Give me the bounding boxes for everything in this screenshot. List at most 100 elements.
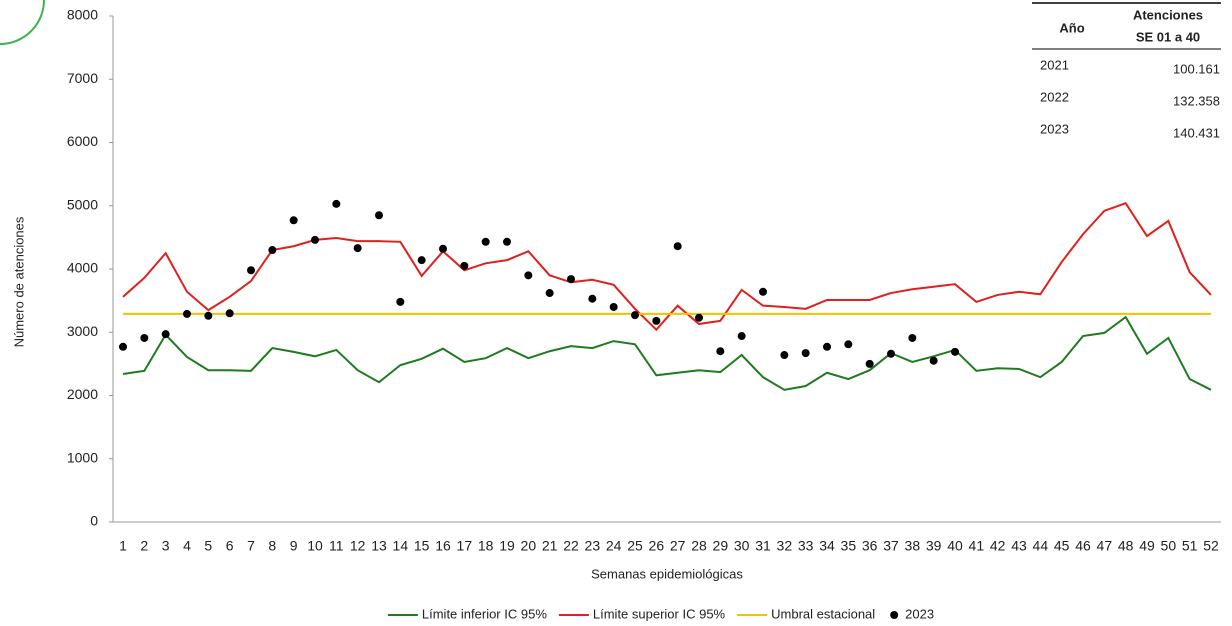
data-point <box>439 244 447 253</box>
y-axis-title: Número de atenciones <box>11 216 26 347</box>
x-tick-label: 12 <box>350 538 366 554</box>
legend-label: 2023 <box>905 606 934 621</box>
data-point <box>823 342 831 351</box>
data-point <box>716 347 725 356</box>
y-tick-label: 2000 <box>67 386 98 402</box>
x-tick-label: 1 <box>119 538 127 554</box>
data-point <box>460 261 469 270</box>
x-tick-label: 42 <box>990 538 1006 554</box>
x-tick-label: 30 <box>734 538 750 554</box>
data-point <box>396 297 405 306</box>
x-tick-label: 31 <box>755 538 771 554</box>
data-point <box>887 349 895 358</box>
x-tick-label: 7 <box>247 538 255 554</box>
x-tick-label: 38 <box>905 538 921 554</box>
x-tick-label: 32 <box>777 538 793 554</box>
x-tick-label: 22 <box>563 538 579 554</box>
table-cell: 2022 <box>1040 89 1069 104</box>
x-tick-label: 2 <box>140 538 148 554</box>
data-point <box>951 347 959 356</box>
x-tick-label: 11 <box>329 538 344 554</box>
y-tick-label: 5000 <box>67 196 98 212</box>
x-tick-label: 24 <box>606 538 622 554</box>
x-tick-label: 21 <box>542 538 558 554</box>
data-point <box>801 349 810 358</box>
data-point <box>631 311 639 320</box>
table-cell: 132.358 <box>1173 93 1220 108</box>
table-header: Atenciones <box>1133 7 1203 22</box>
data-point <box>609 302 618 311</box>
data-point <box>311 235 319 244</box>
data-point <box>481 237 490 246</box>
x-tick-label: 19 <box>499 538 515 554</box>
x-tick-label: 10 <box>307 538 323 554</box>
data-point <box>929 356 938 365</box>
x-tick-label: 29 <box>713 538 729 554</box>
y-tick-label: 8000 <box>67 7 98 23</box>
table-header: Año <box>1059 20 1084 35</box>
x-tick-label: 13 <box>371 538 387 554</box>
x-tick-label: 49 <box>1139 538 1155 554</box>
x-tick-label: 27 <box>670 538 686 554</box>
x-tick-label: 15 <box>414 538 430 554</box>
legend: Límite inferior IC 95% Límite superior IC… <box>387 606 934 621</box>
table-cell: 2023 <box>1040 121 1069 136</box>
x-tick-label: 9 <box>290 538 298 554</box>
corner-badge <box>0 0 45 45</box>
data-point <box>673 242 682 251</box>
x-tick-label: 20 <box>521 538 537 554</box>
data-point <box>737 332 746 341</box>
data-point <box>225 309 234 318</box>
data-point <box>268 246 277 255</box>
table-cell: 2021 <box>1040 57 1069 72</box>
data-point <box>289 216 298 225</box>
y-tick-label: 0 <box>90 513 98 529</box>
data-point <box>375 211 383 220</box>
data-point <box>119 342 127 351</box>
x-tick-label: 8 <box>268 538 276 554</box>
table-cell: 100.161 <box>1173 61 1220 76</box>
x-tick-label: 50 <box>1161 538 1177 554</box>
table-header: SE 01 a 40 <box>1136 29 1200 44</box>
data-point <box>204 311 213 320</box>
x-tick-label: 34 <box>819 538 835 554</box>
series-line <box>122 315 1212 391</box>
x-tick-label: 47 <box>1097 538 1113 554</box>
data-point <box>353 244 362 253</box>
x-tick-label: 39 <box>926 538 942 554</box>
x-tick-label: 48 <box>1118 538 1134 554</box>
x-tick-label: 17 <box>457 538 473 554</box>
x-tick-label: 23 <box>585 538 601 554</box>
x-tick-label: 46 <box>1075 538 1091 554</box>
x-tick-label: 41 <box>969 538 985 554</box>
x-tick-label: 3 <box>162 538 170 554</box>
y-tick-label: 7000 <box>67 70 98 86</box>
x-tick-label: 16 <box>435 538 451 554</box>
data-point <box>695 313 703 322</box>
data-point <box>588 294 597 303</box>
x-tick-label: 25 <box>627 538 643 554</box>
x-tick-label: 33 <box>798 538 814 554</box>
data-point <box>908 333 917 342</box>
data-point <box>503 237 511 246</box>
x-tick-label: 44 <box>1033 538 1049 554</box>
data-point <box>780 351 789 360</box>
data-point <box>759 287 767 296</box>
data-point <box>652 316 661 325</box>
data-point <box>844 340 853 349</box>
data-point <box>161 330 170 339</box>
y-tick-label: 1000 <box>67 449 98 465</box>
x-tick-label: 14 <box>393 538 409 554</box>
y-tick-label: 4000 <box>67 260 98 276</box>
y-tick-label: 6000 <box>67 133 98 149</box>
data-point <box>524 271 533 280</box>
data-point <box>332 199 341 208</box>
x-tick-label: 26 <box>649 538 665 554</box>
x-tick-label: 18 <box>478 538 494 554</box>
legend-label: Umbral estacional <box>771 606 875 621</box>
x-tick-label: 35 <box>841 538 857 554</box>
x-tick-label: 43 <box>1011 538 1027 554</box>
legend-label: Límite superior IC 95% <box>593 606 726 621</box>
